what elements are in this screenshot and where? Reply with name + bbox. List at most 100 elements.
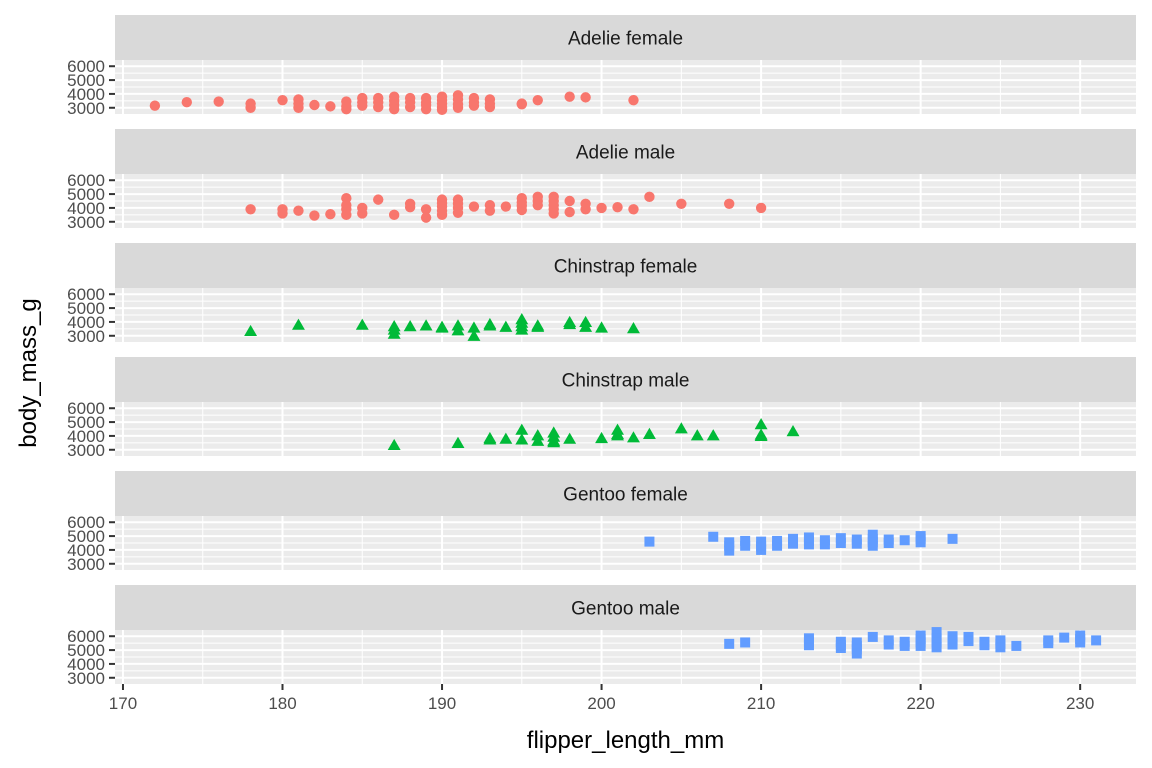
data-point <box>754 429 768 442</box>
x-axis: 170 180 190 200 210 220 230 <box>109 684 1094 713</box>
data-point <box>531 320 545 332</box>
data-point <box>388 209 400 221</box>
data-point <box>724 545 735 556</box>
data-point <box>690 429 704 441</box>
data-point <box>899 535 910 546</box>
data-point <box>436 104 448 116</box>
data-point <box>325 208 336 220</box>
data-point <box>915 640 926 651</box>
data-point <box>883 639 894 650</box>
facet-strip <box>115 15 1136 60</box>
y-tick-label: 3000 <box>67 555 105 574</box>
data-point <box>181 97 192 108</box>
data-point <box>628 94 639 106</box>
data-point <box>532 94 543 106</box>
data-point <box>467 329 481 341</box>
y-tick-label: 5000 <box>67 413 105 432</box>
x-tick-label: 220 <box>906 694 934 713</box>
data-point <box>642 427 656 439</box>
data-point <box>1075 637 1086 648</box>
data-point <box>740 637 751 648</box>
data-point <box>355 318 369 330</box>
data-point <box>309 99 320 111</box>
data-point <box>611 429 624 441</box>
data-point <box>786 424 800 437</box>
y-tick-label: 6000 <box>67 171 105 190</box>
data-point <box>404 101 416 113</box>
data-point <box>420 204 432 215</box>
data-point <box>754 418 768 430</box>
data-point <box>341 209 352 221</box>
data-point <box>357 100 368 111</box>
data-point <box>883 538 894 548</box>
x-tick-label: 170 <box>109 694 137 713</box>
data-point <box>532 199 543 211</box>
data-point <box>596 202 607 214</box>
data-point <box>1059 632 1070 643</box>
data-point <box>1043 638 1054 649</box>
data-point <box>564 91 575 102</box>
data-point <box>740 540 751 551</box>
data-point <box>947 533 958 544</box>
data-point <box>788 538 799 549</box>
data-point <box>484 205 496 216</box>
data-point <box>309 210 320 221</box>
data-point <box>1011 640 1022 651</box>
x-tick-label: 210 <box>747 694 775 713</box>
y-tick-label: 6000 <box>67 399 105 418</box>
y-tick-label: 5000 <box>67 185 105 204</box>
data-point <box>1091 635 1102 646</box>
data-point <box>387 327 401 339</box>
x-axis-title: flipper_length_mm <box>527 727 724 754</box>
y-tick-label: 4000 <box>67 541 105 560</box>
data-point <box>627 322 640 334</box>
x-tick-label: 230 <box>1066 694 1094 713</box>
y-tick-label: 5000 <box>67 299 105 318</box>
y-tick-label: 4000 <box>67 427 105 446</box>
data-point <box>547 436 561 448</box>
data-point <box>404 202 416 213</box>
data-point <box>563 432 577 444</box>
data-point <box>452 207 464 218</box>
data-point <box>580 92 591 103</box>
data-point <box>772 540 783 551</box>
data-point <box>915 537 926 548</box>
facet-strip <box>115 585 1136 630</box>
data-point <box>899 640 910 651</box>
data-point <box>995 642 1006 653</box>
data-point <box>420 212 432 223</box>
data-point <box>595 321 609 333</box>
data-point <box>483 433 497 445</box>
data-point <box>724 638 735 649</box>
data-point <box>500 201 512 212</box>
data-point <box>931 642 942 653</box>
data-point <box>436 209 448 221</box>
facet-strip <box>115 357 1136 402</box>
data-point <box>931 627 942 638</box>
y-tick-label: 3000 <box>67 441 105 460</box>
data-point <box>612 202 623 213</box>
x-tick-label: 190 <box>428 694 456 713</box>
data-point <box>947 639 958 650</box>
data-point <box>452 102 464 113</box>
facet-strip <box>115 471 1136 516</box>
data-point <box>244 324 258 337</box>
data-point <box>515 433 529 445</box>
data-point <box>644 191 655 203</box>
y-tick-label: 4000 <box>67 199 105 218</box>
data-point <box>277 208 288 219</box>
data-point <box>851 538 862 549</box>
y-tick-label: 4000 <box>67 313 105 332</box>
data-point <box>499 320 513 332</box>
y-tick-label: 3000 <box>67 669 105 688</box>
data-point <box>387 438 401 451</box>
y-tick-label: 3000 <box>67 327 105 346</box>
data-point <box>674 422 688 434</box>
